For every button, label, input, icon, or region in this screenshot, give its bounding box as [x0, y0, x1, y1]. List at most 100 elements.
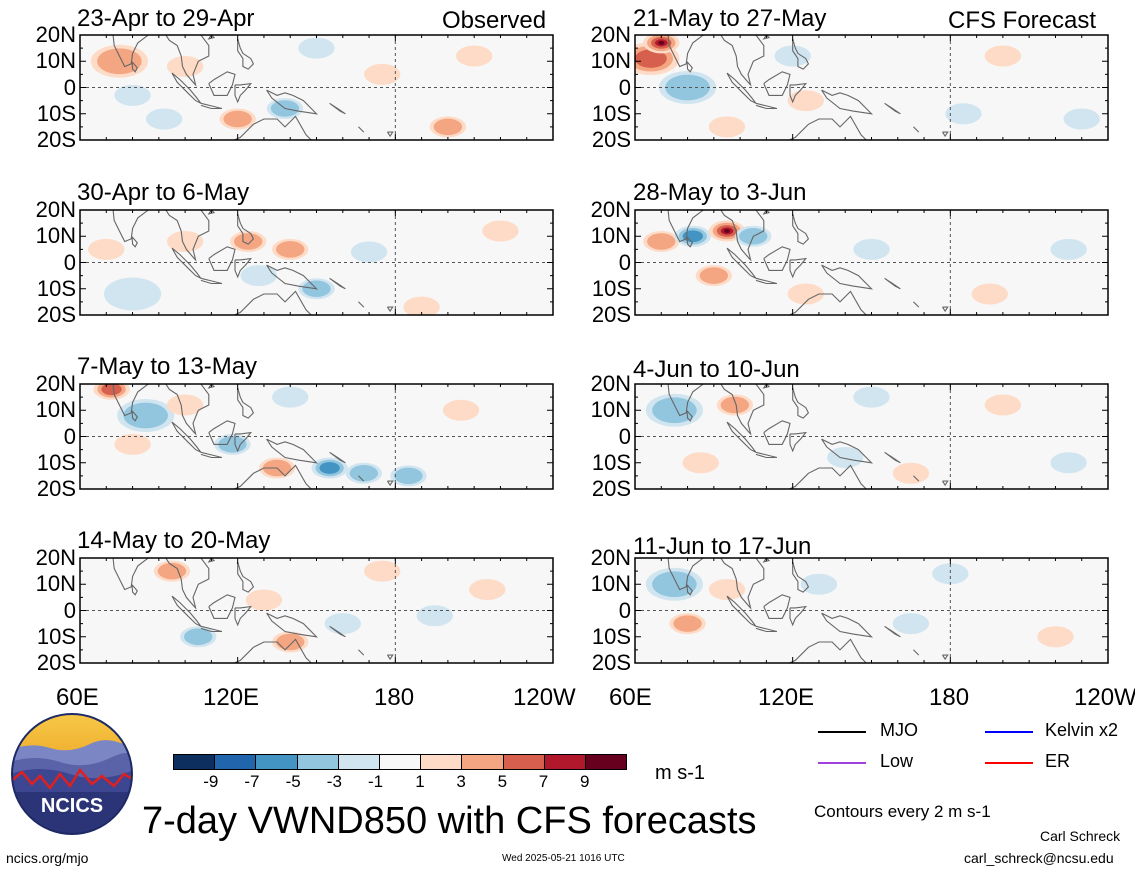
anomaly-blob	[984, 394, 1022, 416]
anomaly-field	[643, 220, 1087, 305]
y-tick-label: 10N	[590, 223, 631, 249]
coastline	[792, 561, 810, 593]
y-tick-label: 20S	[36, 650, 76, 675]
map-panel-7	[634, 383, 1109, 490]
map-panel-2	[79, 209, 554, 316]
colorbar-segment	[296, 754, 339, 770]
coastlines	[667, 210, 949, 315]
ncics-logo-text: NCICS	[41, 795, 103, 817]
y-tick-label: 10N	[35, 397, 76, 423]
legend-line-low	[818, 762, 866, 764]
coastline	[232, 638, 313, 663]
coastline	[884, 277, 901, 290]
coastline	[792, 38, 810, 70]
anomaly-field	[645, 386, 1087, 484]
colorbar-segment	[379, 754, 422, 770]
coastline	[789, 82, 808, 104]
map-panel-3	[79, 383, 554, 490]
coastline	[905, 314, 908, 315]
anomaly-blob	[932, 563, 969, 585]
anomaly-blob	[455, 45, 493, 67]
colorbar-tick-label: 9	[580, 772, 590, 791]
anomaly-blob	[682, 230, 704, 243]
anomaly-blob	[245, 589, 283, 611]
coastline	[112, 210, 150, 243]
coastline	[200, 277, 223, 285]
legend-label-low: Low	[880, 751, 914, 771]
colorbar-tick-label: 5	[497, 772, 508, 791]
y-tick-label: 10S	[591, 275, 631, 301]
coastline	[208, 246, 236, 271]
y-tick-label: 10S	[591, 100, 631, 126]
anomaly-blob	[658, 40, 665, 45]
anomaly-blob	[240, 265, 277, 287]
coastlines	[112, 384, 394, 489]
y-tick-label: 0	[618, 249, 631, 275]
coastline	[720, 558, 765, 610]
coastline	[942, 131, 949, 138]
colorbar-tick-label: -3	[326, 772, 342, 791]
coastline	[358, 126, 365, 133]
coastline	[762, 384, 771, 389]
map-panels	[79, 34, 1109, 664]
anomaly-blob	[218, 436, 247, 453]
cfs-forecast-label: CFS Forecast	[948, 7, 1097, 34]
anomaly-blob	[101, 384, 122, 396]
coastline	[207, 35, 216, 40]
colorbar-segment	[337, 754, 380, 770]
anomaly-blob	[945, 103, 982, 125]
coastline	[755, 102, 778, 110]
coastline	[821, 612, 874, 638]
coastline	[942, 306, 949, 313]
anomaly-blob	[652, 397, 697, 424]
coastline	[755, 277, 778, 285]
author-email: carl_schreck@ncsu.edu	[964, 850, 1114, 866]
footer-timestamp: Wed 2025-05-21 1016 UTC	[502, 853, 625, 864]
coastline	[789, 605, 808, 627]
colorbar-segment	[420, 754, 463, 770]
coastline	[792, 387, 810, 419]
coastline	[821, 438, 874, 464]
y-tick-label: 10S	[36, 623, 76, 649]
coastline	[884, 625, 901, 638]
y-tick-label: 10N	[590, 397, 631, 423]
coastline	[112, 384, 150, 417]
coastline	[208, 594, 236, 619]
anomaly-blob	[1050, 452, 1087, 474]
anomaly-blob	[984, 45, 1022, 67]
coastline	[208, 71, 236, 96]
map-panel-4	[79, 557, 554, 664]
anomaly-blob	[665, 74, 710, 101]
anomaly-blob	[233, 233, 263, 250]
anomaly-blob	[723, 229, 730, 233]
coastline	[112, 558, 150, 591]
coastline	[165, 210, 210, 262]
x-tick-60e-right: 60E	[609, 684, 652, 711]
coastlines	[667, 35, 949, 140]
y-tick-label: 10S	[36, 449, 76, 475]
y-tick-label: 20N	[590, 371, 631, 396]
coastline	[884, 102, 901, 115]
coastline	[131, 410, 138, 422]
coastline	[787, 290, 868, 315]
colorbar-segment	[173, 754, 216, 770]
coastline	[787, 638, 868, 663]
y-tick-label: 10N	[35, 223, 76, 249]
y-tick-label: 20S	[591, 302, 631, 327]
y-tick-label: 20N	[590, 197, 631, 222]
coastline	[942, 480, 949, 487]
anomaly-blob	[298, 37, 335, 59]
anomaly-blob	[1063, 108, 1100, 130]
anomaly-blob	[1037, 626, 1074, 648]
coastline	[207, 210, 216, 215]
anomaly-blob	[319, 462, 340, 474]
observed-label: Observed	[442, 7, 547, 34]
anomaly-blob	[349, 465, 378, 482]
anomaly-blob	[276, 241, 305, 258]
coastline	[131, 236, 138, 248]
anomaly-blob	[720, 396, 750, 414]
anomaly-blob	[787, 90, 825, 112]
anomaly-blob	[853, 386, 890, 408]
y-tick-label: 10S	[591, 623, 631, 649]
y-tick-label: 20S	[591, 650, 631, 675]
